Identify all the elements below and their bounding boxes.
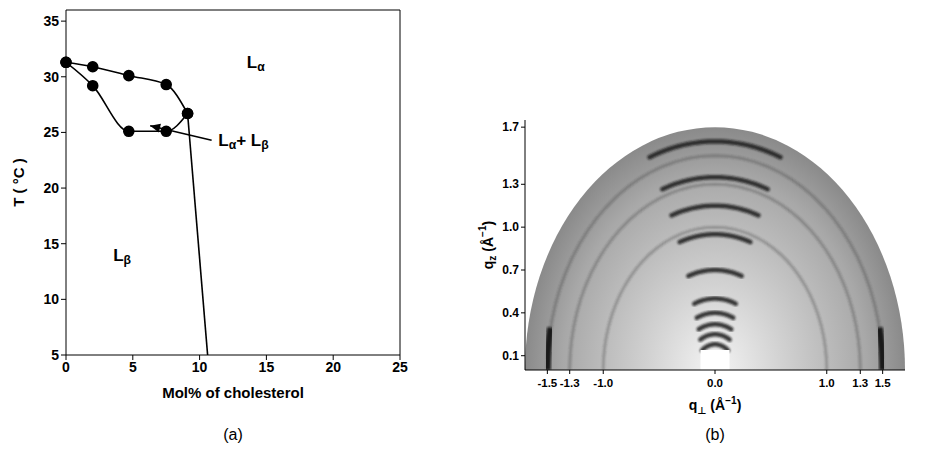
svg-text:20: 20 <box>325 359 341 375</box>
svg-text:0: 0 <box>62 359 70 375</box>
svg-text:20: 20 <box>43 180 59 196</box>
svg-text:Lα: Lα <box>247 53 265 75</box>
svg-text:10: 10 <box>43 291 59 307</box>
svg-text:1.5: 1.5 <box>875 377 892 389</box>
svg-text:1.3: 1.3 <box>852 377 868 389</box>
svg-text:30: 30 <box>43 69 59 85</box>
svg-text:(b): (b) <box>705 426 725 443</box>
svg-text:(a): (a) <box>223 426 243 443</box>
svg-text:5: 5 <box>51 347 59 363</box>
svg-text:q⊥ (Å−1): q⊥ (Å−1) <box>689 395 742 417</box>
svg-text:25: 25 <box>43 124 59 140</box>
svg-text:1.0: 1.0 <box>819 377 835 389</box>
svg-text:qz (Å−1): qz (Å−1) <box>476 221 498 269</box>
svg-text:15: 15 <box>259 359 275 375</box>
svg-text:35: 35 <box>43 13 59 29</box>
svg-text:0.1: 0.1 <box>502 349 519 363</box>
svg-text:5: 5 <box>129 359 137 375</box>
svg-text:Lβ: Lβ <box>113 245 131 267</box>
svg-text:0.7: 0.7 <box>502 263 519 277</box>
svg-text:1.3: 1.3 <box>502 177 519 191</box>
svg-text:-1.3: -1.3 <box>560 377 580 389</box>
svg-text:0.0: 0.0 <box>707 377 723 389</box>
svg-text:Lα+ Lβ: Lα+ Lβ <box>218 131 269 153</box>
svg-text:Mol% of cholesterol: Mol% of cholesterol <box>162 384 304 401</box>
svg-text:1.7: 1.7 <box>502 120 519 134</box>
svg-text:1.0: 1.0 <box>502 220 519 234</box>
svg-text:-1.5: -1.5 <box>537 377 557 389</box>
svg-text:25: 25 <box>392 359 408 375</box>
svg-text:0.4: 0.4 <box>502 306 519 320</box>
svg-text:-1.0: -1.0 <box>593 377 613 389</box>
svg-text:15: 15 <box>43 236 59 252</box>
svg-text:T ( °C ): T ( °C ) <box>10 158 27 207</box>
svg-text:10: 10 <box>192 359 208 375</box>
